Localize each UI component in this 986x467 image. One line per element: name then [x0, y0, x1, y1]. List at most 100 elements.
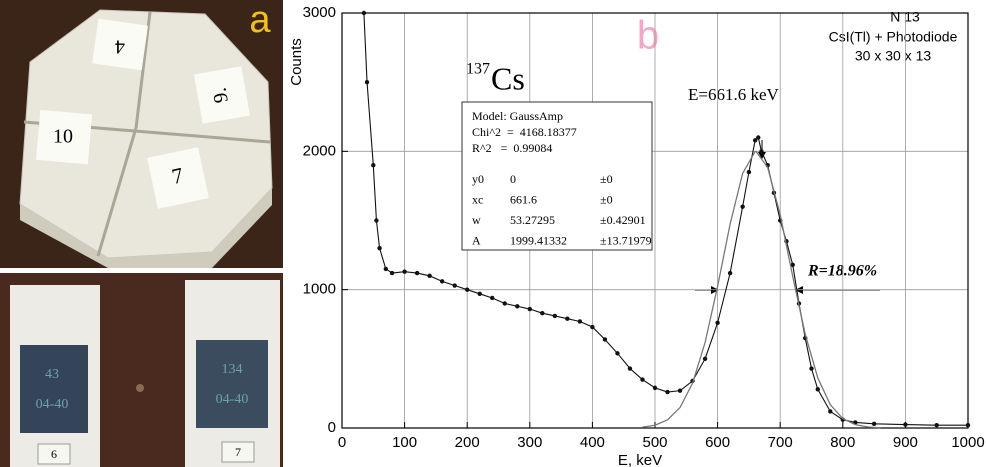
chip-label: 04-40 [216, 392, 249, 407]
fit-text: y0 [472, 172, 484, 186]
data-point [490, 295, 495, 301]
chart: b E, keV Counts 137 Cs E=661.6 keV R=18.… [288, 4, 985, 467]
fit-box [461, 101, 653, 251]
panel-label: a [249, 0, 271, 41]
fit-text: R^2 = 0.99084 [472, 141, 552, 155]
block-label: 7 [170, 162, 186, 189]
fit-text: ±0 [600, 172, 613, 186]
x-tick-label: 600 [705, 434, 730, 451]
y-tick-label: 3000 [303, 4, 336, 21]
data-point [414, 270, 420, 276]
data-point [627, 366, 633, 371]
data-point [677, 388, 683, 393]
x-tick-label: 0 [338, 434, 346, 451]
data-point [515, 304, 520, 309]
data-point [527, 306, 532, 312]
peak-arrow-head [758, 152, 766, 159]
box-label: 6 [51, 447, 57, 461]
fit-text: 1999.41332 [510, 233, 567, 247]
fit-text: 53.27295 [510, 213, 555, 227]
data-point [828, 409, 833, 414]
data-point [871, 421, 877, 427]
data-point [652, 385, 658, 391]
fit-text: ±13.71979 [600, 233, 652, 247]
data-point [402, 269, 407, 274]
data-point [552, 313, 558, 319]
panel-label: b [637, 14, 659, 58]
data-point [752, 138, 758, 143]
block-label: 4 [115, 35, 125, 57]
fit-text: Chi^2 = 4168.18377 [472, 125, 577, 139]
chip-label: 134 [222, 362, 243, 377]
data-point [602, 337, 608, 342]
data-point [756, 135, 761, 140]
data-point [427, 273, 432, 279]
data-point [740, 204, 745, 209]
data-point [374, 218, 379, 223]
data-line [363, 12, 968, 426]
data-point [790, 262, 795, 267]
x-tick-label: 200 [455, 434, 480, 451]
x-tick-label: 1000 [951, 434, 984, 451]
data-point [377, 245, 382, 251]
data-point [809, 366, 814, 371]
fit-text: xc [472, 192, 483, 206]
info-text: 30 x 30 x 13 [855, 48, 931, 64]
data-point [615, 351, 620, 356]
x-tick-label: 400 [580, 434, 605, 451]
data-point [364, 79, 370, 85]
y-tick-label: 1000 [303, 281, 336, 298]
data-point [715, 320, 720, 326]
data-line [642, 150, 881, 429]
peak-label: E=661.6 keV [688, 85, 780, 104]
info-text: CsI(Tl) + Photodiode [829, 29, 958, 45]
isotope-mass: 137 [466, 61, 490, 78]
data-point [665, 389, 670, 395]
block-label: 9. [208, 86, 232, 105]
chip-label: 43 [45, 367, 59, 382]
fit-text: ±0 [600, 192, 613, 206]
x-tick-label: 100 [392, 434, 417, 451]
isotope-symbol: Cs [491, 60, 525, 96]
data-point [565, 316, 570, 321]
data-point [759, 149, 764, 154]
box-label: 7 [235, 445, 241, 459]
chip-label: 04-40 [36, 397, 69, 412]
fit-text: 661.6 [510, 192, 537, 206]
y-axis-label: Counts [288, 38, 305, 86]
data-point [577, 319, 583, 324]
data-point [371, 162, 376, 168]
data-point [540, 310, 545, 316]
x-tick-label: 700 [768, 434, 793, 451]
block-label: 10 [53, 126, 73, 148]
y-tick-label: 2000 [303, 142, 336, 159]
data-point [439, 279, 445, 284]
x-tick-label: 900 [893, 434, 918, 451]
photo-top: 4 9. 10 7 a [0, 0, 283, 268]
grid [341, 12, 969, 429]
data-point [746, 169, 752, 175]
data-point [452, 283, 457, 288]
data-point [903, 422, 908, 427]
x-tick-label: 300 [517, 434, 542, 451]
data-point [702, 356, 708, 362]
data-point [590, 324, 595, 330]
data-point [389, 270, 395, 276]
data-point [727, 270, 733, 276]
fit-text: A [472, 233, 481, 247]
data-point [383, 266, 389, 272]
fit-text: 0 [510, 172, 516, 186]
x-axis-label: E, keV [618, 452, 662, 467]
x-tick-label: 800 [830, 434, 855, 451]
plot-frame [341, 12, 969, 429]
data-point [815, 387, 820, 392]
data-point [934, 423, 939, 428]
fit-text: w [472, 213, 481, 227]
fit-text: Model: GaussAmp [472, 109, 563, 123]
x-tick-label: 500 [642, 434, 667, 451]
resolution-label: R=18.96% [807, 263, 877, 280]
data-point [477, 291, 482, 297]
data-point [502, 301, 507, 306]
data-point [465, 287, 470, 292]
y-tick-label: 0 [328, 419, 336, 436]
